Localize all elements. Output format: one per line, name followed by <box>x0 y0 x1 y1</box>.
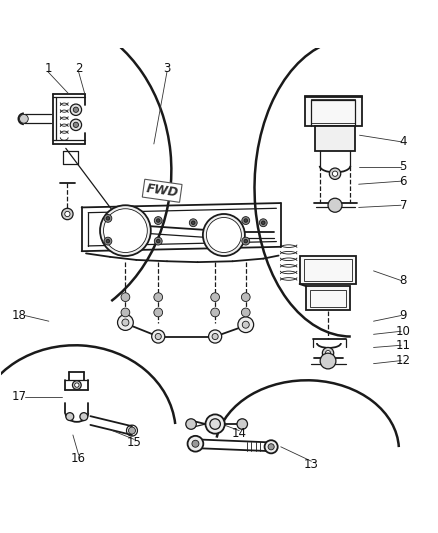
Text: 12: 12 <box>395 354 410 367</box>
Circle shape <box>121 308 130 317</box>
Text: 6: 6 <box>399 175 406 188</box>
Text: 8: 8 <box>399 274 406 287</box>
Circle shape <box>103 209 147 253</box>
Circle shape <box>206 217 241 253</box>
Text: 1: 1 <box>44 62 52 75</box>
Bar <box>305 286 349 310</box>
Circle shape <box>106 216 110 220</box>
Circle shape <box>122 319 129 326</box>
Text: 10: 10 <box>395 325 410 338</box>
Text: 4: 4 <box>399 135 406 148</box>
Circle shape <box>154 237 162 245</box>
Circle shape <box>104 214 112 222</box>
Circle shape <box>106 239 110 243</box>
Circle shape <box>73 107 78 112</box>
Bar <box>299 255 356 284</box>
Text: 11: 11 <box>395 339 410 352</box>
Circle shape <box>268 444 274 450</box>
Circle shape <box>128 427 135 434</box>
Circle shape <box>185 419 196 429</box>
Circle shape <box>74 383 79 387</box>
Circle shape <box>264 440 277 454</box>
Circle shape <box>328 168 340 180</box>
Circle shape <box>210 293 219 302</box>
Circle shape <box>72 381 81 390</box>
Circle shape <box>80 413 88 421</box>
Text: 15: 15 <box>127 436 141 449</box>
Circle shape <box>242 321 249 328</box>
Circle shape <box>100 205 150 256</box>
Circle shape <box>332 171 337 176</box>
Circle shape <box>19 115 28 123</box>
Circle shape <box>156 239 159 243</box>
Text: 18: 18 <box>12 309 26 322</box>
Circle shape <box>244 239 247 243</box>
Text: 16: 16 <box>71 451 86 465</box>
Circle shape <box>189 219 197 227</box>
Circle shape <box>66 413 74 421</box>
Circle shape <box>191 221 194 224</box>
Circle shape <box>209 419 220 429</box>
Circle shape <box>241 308 250 317</box>
Circle shape <box>319 353 335 369</box>
Text: 5: 5 <box>399 160 406 173</box>
Circle shape <box>244 219 247 222</box>
Circle shape <box>153 293 162 302</box>
Circle shape <box>208 330 221 343</box>
Bar <box>314 126 354 150</box>
Circle shape <box>65 212 70 216</box>
Bar <box>303 259 351 280</box>
Circle shape <box>210 308 219 317</box>
Circle shape <box>202 214 244 256</box>
Circle shape <box>117 314 133 330</box>
Circle shape <box>325 351 330 356</box>
Bar <box>304 96 361 126</box>
Circle shape <box>73 122 78 127</box>
Circle shape <box>70 119 81 131</box>
Circle shape <box>259 219 267 227</box>
Text: FWD: FWD <box>145 182 179 199</box>
Circle shape <box>237 317 253 333</box>
Circle shape <box>237 419 247 429</box>
Text: 7: 7 <box>399 199 406 212</box>
Circle shape <box>187 436 203 451</box>
Circle shape <box>62 208 73 220</box>
Circle shape <box>191 440 198 447</box>
Circle shape <box>241 237 249 245</box>
Circle shape <box>104 237 112 245</box>
Circle shape <box>151 330 164 343</box>
Circle shape <box>241 293 250 302</box>
Circle shape <box>156 219 159 222</box>
Circle shape <box>70 104 81 116</box>
Text: 17: 17 <box>11 390 27 403</box>
Text: 9: 9 <box>399 309 406 322</box>
Circle shape <box>321 348 333 359</box>
Bar <box>309 290 346 307</box>
Text: 3: 3 <box>163 62 170 75</box>
Circle shape <box>155 334 161 340</box>
Circle shape <box>327 198 341 212</box>
Text: 2: 2 <box>74 62 82 75</box>
Text: 13: 13 <box>303 458 318 471</box>
Circle shape <box>121 293 130 302</box>
Text: 14: 14 <box>231 427 246 440</box>
Circle shape <box>212 334 218 340</box>
Circle shape <box>205 415 224 434</box>
Circle shape <box>154 216 162 224</box>
Circle shape <box>153 308 162 317</box>
Circle shape <box>261 221 265 224</box>
Circle shape <box>241 216 249 224</box>
Bar <box>311 99 354 123</box>
